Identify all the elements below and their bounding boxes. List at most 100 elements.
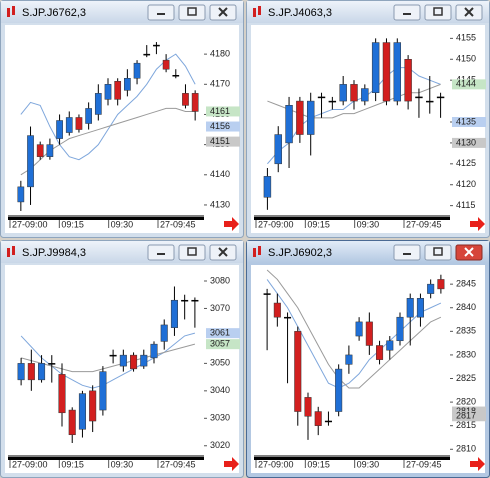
candle-body — [160, 324, 168, 342]
y-tick-label: 3040 — [210, 385, 230, 395]
candle-body — [273, 302, 281, 318]
moving-average — [20, 332, 196, 389]
y-tick-label: 2820 — [456, 396, 476, 406]
y-tick-label: 2845 — [456, 279, 476, 289]
price-label: 2817 — [456, 411, 476, 421]
y-tick-label: 2825 — [456, 373, 476, 383]
candle-body — [36, 144, 44, 157]
window-icon — [258, 6, 261, 15]
chart-window: S.JP.J4063,34115412041254130413541454150… — [246, 0, 490, 238]
price-label: 4144 — [456, 79, 476, 89]
candle-body — [345, 354, 353, 365]
moving-average — [266, 269, 442, 389]
window-icon — [253, 248, 256, 257]
candle-body — [17, 363, 25, 381]
window-button[interactable] — [424, 244, 452, 261]
candle-body — [263, 176, 272, 198]
window-title: S.JP.J6902,3 — [268, 247, 332, 259]
candle-body — [294, 331, 302, 412]
y-tick-label: 4150 — [456, 54, 476, 64]
scroll-arrow[interactable] — [224, 457, 239, 471]
scroll-arrow[interactable] — [224, 217, 239, 231]
price-label-box — [452, 79, 486, 90]
window-button[interactable] — [393, 4, 421, 21]
chart-window: S.JP.J9984,3 3020 3030 3040 3050 3070 3080 3061… — [0, 240, 244, 478]
candle-body — [27, 135, 34, 188]
x-label: 27-09:00 — [258, 459, 294, 469]
candle-body — [416, 298, 424, 318]
candle-body — [386, 340, 394, 351]
candle-body — [404, 59, 412, 102]
scroll-arrow[interactable] — [470, 217, 485, 231]
x-label: 27-09:45 — [160, 459, 196, 469]
x-label: 27-09:45 — [406, 219, 442, 229]
candle-body — [314, 411, 322, 426]
restore-glyph — [187, 7, 197, 16]
candle-body — [150, 343, 158, 359]
minimize-glyph — [403, 13, 411, 15]
candle-body — [58, 374, 66, 414]
candle-body — [170, 299, 178, 328]
window-button[interactable] — [178, 244, 206, 261]
window-icon — [258, 246, 261, 255]
moving-average — [266, 279, 442, 389]
y-tick-label: 4120 — [456, 179, 476, 189]
close-glyph — [218, 247, 228, 257]
candle-body — [153, 44, 160, 47]
window-icon — [253, 8, 256, 17]
candle-body — [304, 397, 312, 417]
price-label: 3061 — [210, 328, 230, 338]
price-label-box — [206, 106, 240, 117]
price-label: 4161 — [210, 106, 230, 116]
y-tick-label: 4130 — [210, 199, 230, 209]
candle-body — [306, 100, 315, 135]
window-icon — [7, 8, 10, 17]
window-button[interactable] — [178, 4, 206, 21]
x-label: 09:15 — [61, 219, 84, 229]
candle-body — [426, 100, 434, 103]
candle-body — [361, 88, 369, 102]
price-label: 4151 — [210, 136, 230, 146]
price-label-box — [206, 339, 240, 350]
close-glyph — [464, 247, 474, 257]
x-label: 09:30 — [357, 459, 380, 469]
candle-body — [371, 42, 380, 93]
price-label-box — [206, 121, 240, 132]
price-label: 3057 — [210, 339, 230, 349]
moving-average — [20, 343, 196, 373]
candle-body — [427, 283, 435, 294]
x-label: 27-09:45 — [160, 219, 196, 229]
candle-body — [85, 108, 92, 124]
candle-body — [328, 100, 337, 103]
window-button[interactable] — [147, 4, 175, 21]
y-tick-label: 4155 — [456, 33, 476, 43]
candle-body — [181, 299, 189, 302]
window-button[interactable] — [147, 244, 175, 261]
scroll-arrow[interactable] — [470, 457, 485, 471]
y-tick-label: 4170 — [210, 79, 230, 89]
window-button[interactable] — [424, 4, 452, 21]
y-tick-label: 3020 — [210, 440, 230, 450]
y-tick-label: 3030 — [210, 413, 230, 423]
candle-body — [109, 354, 117, 357]
price-label-box — [452, 411, 486, 422]
candle-body — [296, 100, 304, 135]
y-tick-label: 2830 — [456, 349, 476, 359]
candle-body — [191, 299, 199, 302]
candle-body — [437, 279, 445, 290]
candle-body — [396, 316, 404, 342]
close-glyph — [218, 7, 228, 17]
window-title: S.JP.J4063,3 — [268, 7, 332, 19]
x-label: 27-09:45 — [406, 459, 442, 469]
x-label: 09:15 — [61, 459, 84, 469]
y-tick-label: 3050 — [210, 358, 230, 368]
minimize-glyph — [157, 253, 165, 255]
candle-body — [274, 134, 282, 165]
close-glyph — [464, 7, 474, 17]
window-button[interactable] — [393, 244, 421, 261]
y-tick-label: 4180 — [210, 49, 230, 59]
candle-body — [285, 105, 293, 144]
candle-body — [263, 293, 271, 295]
candle-body — [38, 363, 46, 381]
